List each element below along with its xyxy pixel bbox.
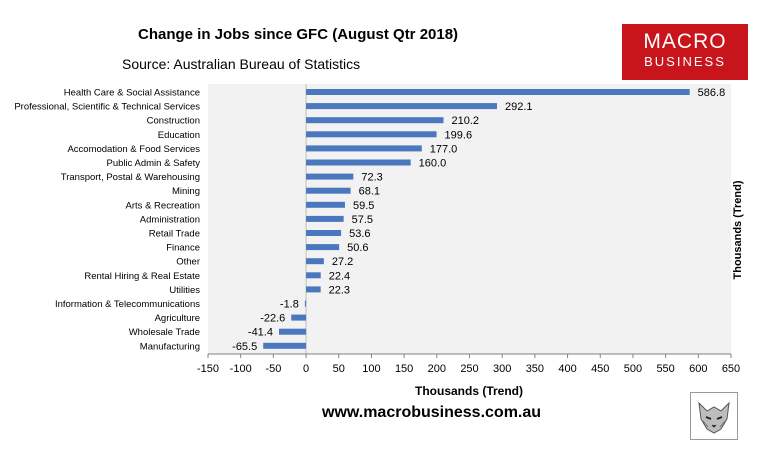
x-tick-label: 600	[689, 363, 707, 375]
data-label: 22.4	[329, 270, 350, 282]
bar	[304, 300, 307, 307]
bar	[291, 314, 307, 321]
category-label: Wholesale Trade	[129, 327, 200, 338]
bar	[263, 342, 307, 349]
x-tick-label: 0	[303, 363, 309, 375]
category-label: Retail Trade	[149, 229, 200, 240]
x-tick-label: 650	[722, 363, 740, 375]
x-tick-label: -50	[265, 363, 281, 375]
category-label: Professional, Scientific & Technical Ser…	[14, 102, 200, 113]
category-label: Manufacturing	[140, 341, 200, 352]
x-tick-label: 500	[624, 363, 642, 375]
bar	[306, 187, 351, 194]
bar	[306, 244, 340, 251]
bar	[306, 286, 321, 293]
bar	[306, 145, 422, 152]
data-label: 160.0	[419, 158, 447, 170]
data-label: -22.6	[260, 313, 285, 325]
bar	[306, 272, 321, 279]
y-axis-label-right: Thousands (Trend)	[732, 180, 744, 280]
category-label: Accomodation & Food Services	[67, 144, 200, 155]
x-tick-label: 550	[656, 363, 674, 375]
category-label: Public Admin & Safety	[107, 158, 201, 169]
x-tick-label: 100	[362, 363, 380, 375]
data-label: 68.1	[359, 186, 380, 198]
x-tick-label: 200	[428, 363, 446, 375]
logo-line-1: MACRO	[643, 30, 727, 53]
x-tick-label: 450	[591, 363, 609, 375]
data-label: 50.6	[347, 242, 368, 254]
data-label: -1.8	[280, 299, 299, 311]
logo-line-2: BUSINESS	[644, 54, 726, 69]
x-tick-label: 150	[395, 363, 413, 375]
data-label: 586.8	[698, 87, 726, 99]
bar	[306, 230, 342, 236]
x-tick-label: -150	[197, 363, 219, 375]
website-url: www.macrobusiness.com.au	[322, 404, 542, 421]
category-label: Education	[158, 130, 200, 141]
category-label: Administration	[140, 214, 200, 225]
data-label: 53.6	[349, 228, 370, 240]
category-label: Health Care & Social Assistance	[64, 88, 200, 99]
data-label: 210.2	[451, 115, 479, 127]
category-label: Information & Telecommunications	[55, 299, 200, 310]
chart-source: Source: Australian Bureau of Statistics	[122, 56, 361, 72]
bar	[306, 131, 437, 138]
category-label: Mining	[172, 186, 200, 197]
category-label: Arts & Recreation	[126, 200, 200, 211]
bar	[306, 215, 344, 222]
bar	[306, 103, 498, 110]
x-axis-label: Thousands (Trend)	[415, 384, 523, 398]
x-tick-label: 350	[526, 363, 544, 375]
data-label: 27.2	[332, 256, 353, 268]
bar	[306, 89, 690, 95]
chart-title: Change in Jobs since GFC (August Qtr 201…	[138, 26, 459, 43]
data-label: 177.0	[430, 143, 458, 155]
category-label: Finance	[166, 243, 200, 254]
category-label: Transport, Postal & Warehousing	[61, 172, 200, 183]
data-label: -65.5	[232, 341, 257, 353]
x-tick-label: 250	[460, 363, 478, 375]
bar	[306, 201, 345, 208]
x-tick-label: 300	[493, 363, 511, 375]
category-label: Construction	[147, 116, 200, 127]
category-label: Agriculture	[155, 313, 200, 324]
macrobusiness-logo: MACRO BUSINESS	[622, 24, 748, 80]
bar	[278, 328, 307, 335]
bar	[306, 117, 444, 124]
data-label: 292.1	[505, 101, 533, 113]
data-label: 22.3	[329, 284, 350, 296]
wolf-logo-icon	[690, 392, 738, 440]
data-label: 72.3	[361, 172, 382, 184]
bar	[306, 159, 411, 166]
x-tick-label: -100	[230, 363, 252, 375]
category-label: Utilities	[169, 285, 200, 296]
data-label: 57.5	[352, 214, 373, 226]
category-label: Other	[176, 257, 200, 268]
data-label: -41.4	[248, 327, 273, 339]
x-tick-label: 50	[333, 363, 345, 375]
plot-area	[208, 84, 731, 354]
bar	[306, 173, 354, 180]
data-label: 59.5	[353, 200, 374, 212]
category-label: Rental Hiring & Real Estate	[84, 271, 200, 282]
x-tick-label: 400	[558, 363, 576, 375]
data-label: 199.6	[445, 129, 473, 141]
bar	[306, 258, 324, 265]
